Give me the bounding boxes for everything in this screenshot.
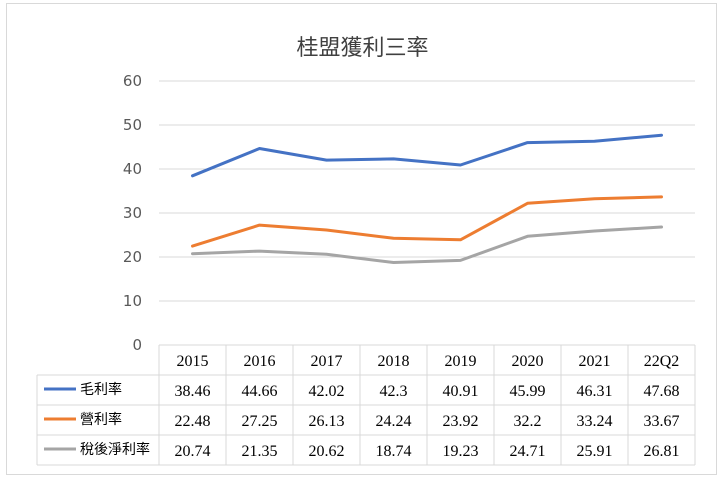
data-label: 45.99: [510, 383, 546, 400]
data-label: 40.91: [443, 383, 479, 400]
data-label: 27.25: [242, 413, 278, 430]
x-category-label: 2020: [512, 353, 544, 370]
x-category-label: 2021: [579, 353, 611, 370]
data-label: 33.67: [644, 413, 680, 430]
data-label: 25.91: [577, 443, 613, 460]
data-label: 38.46: [175, 383, 211, 400]
data-label: 47.68: [644, 383, 680, 400]
chart-frame: [6, 3, 717, 475]
data-label: 19.23: [443, 443, 479, 460]
data-label: 21.35: [242, 443, 278, 460]
series-line: [191, 133, 663, 178]
data-label: 46.31: [577, 383, 613, 400]
data-label: 20.62: [309, 443, 345, 460]
data-label: 22.48: [175, 413, 211, 430]
y-tick-label: 30: [123, 204, 142, 222]
data-label: 26.81: [644, 443, 680, 460]
chart-title: 桂盟獲利三率: [296, 36, 429, 61]
x-category-label: 2018: [378, 353, 410, 370]
x-category-label: 2015: [177, 353, 209, 370]
data-label: 20.74: [175, 443, 211, 460]
data-label: 24.24: [376, 413, 412, 430]
x-category-label: 2019: [445, 353, 477, 370]
legend-label: 毛利率: [80, 381, 122, 398]
legend-label: 營利率: [80, 411, 122, 428]
legend-label: 稅後淨利率: [80, 441, 150, 458]
data-label: 42.02: [309, 383, 345, 400]
series-line: [191, 225, 663, 264]
data-label: 44.66: [242, 383, 278, 400]
x-category-label: 2016: [244, 353, 276, 370]
y-tick-label: 0: [132, 336, 142, 354]
y-tick-label: 60: [123, 72, 142, 90]
data-label: 23.92: [443, 413, 479, 430]
data-label: 42.3: [380, 383, 408, 400]
y-tick-label: 10: [123, 292, 142, 310]
x-category-label: 22Q2: [644, 353, 680, 370]
y-tick-label: 40: [123, 160, 142, 178]
series-line: [191, 195, 663, 248]
data-label: 26.13: [309, 413, 345, 430]
y-tick-label: 50: [123, 116, 142, 134]
data-label: 18.74: [376, 443, 412, 460]
data-label: 32.2: [514, 413, 542, 430]
data-label: 33.24: [577, 413, 613, 430]
data-label: 24.71: [510, 443, 546, 460]
y-tick-label: 20: [123, 248, 142, 266]
x-category-label: 2017: [311, 353, 343, 370]
